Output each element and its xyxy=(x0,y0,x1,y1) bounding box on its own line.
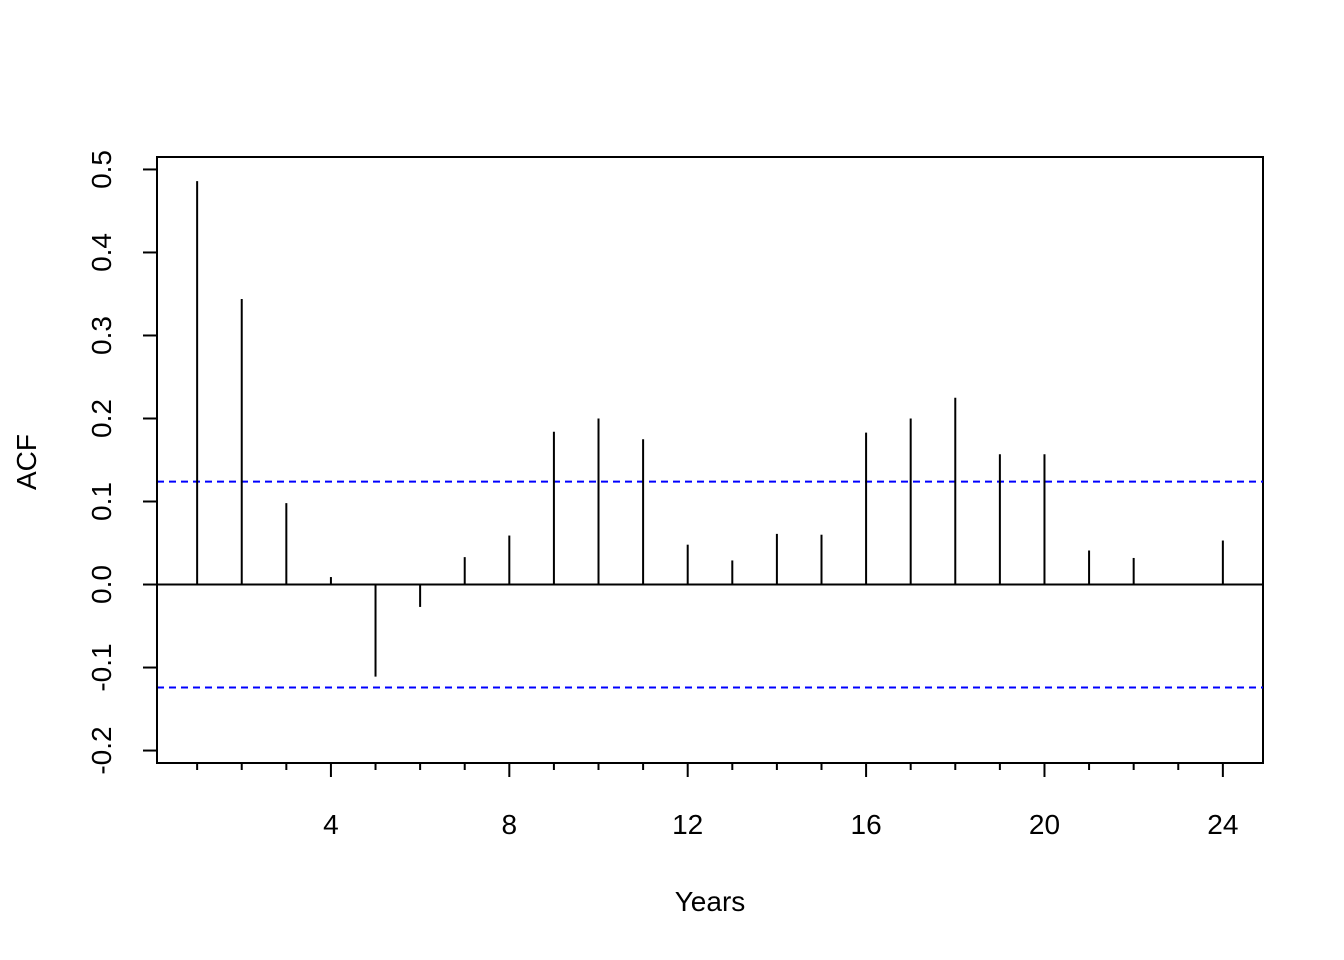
y-tick-label: -0.1 xyxy=(86,643,117,691)
y-tick-label: 0.2 xyxy=(86,399,117,438)
y-tick-label: 0.3 xyxy=(86,316,117,355)
y-tick-label: 0.4 xyxy=(86,233,117,272)
y-tick-label: 0.5 xyxy=(86,150,117,189)
x-tick-label: 24 xyxy=(1207,809,1238,840)
plot-box xyxy=(156,156,1264,764)
x-tick-label: 16 xyxy=(851,809,882,840)
y-tick-label: -0.2 xyxy=(86,726,117,774)
y-axis-label: ACF xyxy=(11,434,42,490)
y-tick-label: 0.0 xyxy=(86,565,117,604)
x-tick-label: 12 xyxy=(672,809,703,840)
x-tick-label: 20 xyxy=(1029,809,1060,840)
confidence-lines xyxy=(157,480,1263,689)
x-tick-label: 8 xyxy=(502,809,518,840)
x-axis-label: Years xyxy=(675,886,746,917)
acf-bars xyxy=(196,181,1224,677)
y-tick-label: 0.1 xyxy=(86,482,117,521)
x-axis: 4 8 12 16 20 24 xyxy=(196,763,1238,840)
x-tick-label: 4 xyxy=(323,809,339,840)
y-axis: -0.2 -0.1 0.0 0.1 0.2 0.3 0.4 0.5 xyxy=(86,150,158,775)
